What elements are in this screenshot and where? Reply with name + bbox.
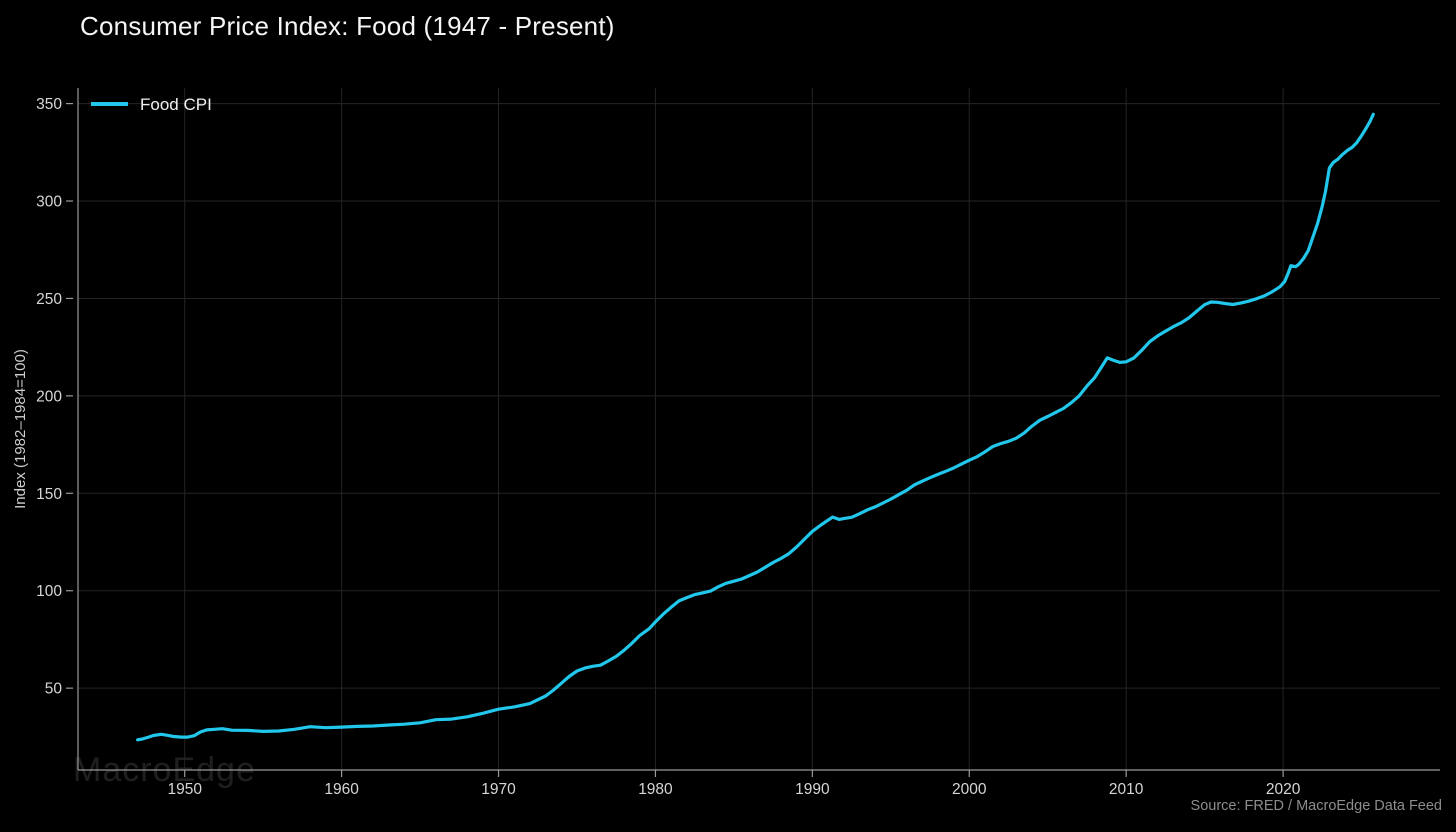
gridlines (78, 88, 1440, 770)
y-tick-label: 100 (36, 583, 62, 600)
x-tick-label: 1970 (481, 781, 516, 798)
y-tick-label: 200 (36, 388, 62, 405)
y-tick-label: 300 (36, 194, 62, 211)
y-tick-label: 350 (36, 96, 62, 113)
x-tick-label: 2020 (1266, 781, 1301, 798)
chart-title: Consumer Price Index: Food (1947 - Prese… (80, 11, 615, 41)
legend: Food CPI (91, 95, 212, 114)
x-tick-label: 1980 (638, 781, 673, 798)
x-tick-label: 1950 (167, 781, 202, 798)
y-tick-label: 50 (45, 681, 63, 698)
axes (77, 88, 1440, 771)
x-tick-label: 2010 (1109, 781, 1144, 798)
tick-marks (66, 102, 1284, 777)
tick-labels: 1950 1960 1970 1980 1990 2000 2010 2020 50 100 150… (36, 96, 1301, 798)
legend-label: Food CPI (140, 95, 212, 114)
y-tick-label: 250 (36, 291, 62, 308)
food-cpi-line (136, 112, 1375, 742)
y-axis-label: Index (1982–1984=100) (12, 349, 29, 509)
x-tick-label: 2000 (952, 781, 987, 798)
x-tick-label: 1960 (324, 781, 359, 798)
source-credit: Source: FRED / MacroEdge Data Feed (1191, 798, 1442, 814)
x-tick-label: 1990 (795, 781, 830, 798)
y-tick-label: 150 (36, 486, 62, 503)
